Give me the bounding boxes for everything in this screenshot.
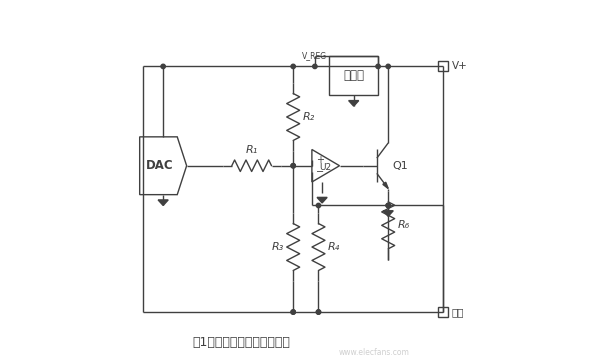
Text: −: − bbox=[316, 167, 324, 177]
Polygon shape bbox=[349, 100, 359, 106]
Bar bbox=[329, 56, 378, 95]
Circle shape bbox=[386, 203, 391, 207]
Circle shape bbox=[291, 310, 296, 314]
Text: R₆: R₆ bbox=[397, 220, 409, 230]
Text: www.elecfans.com: www.elecfans.com bbox=[339, 348, 410, 357]
Circle shape bbox=[291, 310, 296, 314]
Circle shape bbox=[161, 64, 165, 68]
Text: V+: V+ bbox=[452, 62, 467, 71]
Text: R₄: R₄ bbox=[327, 242, 340, 252]
Circle shape bbox=[291, 64, 296, 68]
Circle shape bbox=[313, 64, 317, 68]
Bar bbox=[438, 307, 448, 317]
Polygon shape bbox=[383, 182, 388, 189]
Circle shape bbox=[316, 310, 320, 314]
Circle shape bbox=[316, 310, 320, 314]
Polygon shape bbox=[383, 211, 394, 216]
Text: Q1: Q1 bbox=[392, 161, 408, 171]
Polygon shape bbox=[158, 200, 168, 206]
Circle shape bbox=[386, 64, 391, 68]
Text: +: + bbox=[316, 155, 324, 165]
Text: DAC: DAC bbox=[146, 159, 173, 172]
Text: U2: U2 bbox=[320, 163, 332, 172]
Circle shape bbox=[316, 203, 320, 207]
Circle shape bbox=[291, 163, 296, 168]
Text: 回路: 回路 bbox=[452, 307, 464, 317]
Text: R₂: R₂ bbox=[302, 112, 314, 122]
Circle shape bbox=[376, 64, 380, 68]
Circle shape bbox=[291, 163, 296, 168]
Text: 稳压器: 稳压器 bbox=[343, 69, 364, 82]
Text: V_REG: V_REG bbox=[302, 51, 327, 60]
Text: R₃: R₃ bbox=[272, 242, 284, 252]
Text: R₁: R₁ bbox=[245, 145, 258, 155]
Bar bbox=[438, 62, 448, 71]
Text: 图1：基本二线制控送器设计: 图1：基本二线制控送器设计 bbox=[192, 336, 290, 349]
Circle shape bbox=[386, 203, 391, 207]
Polygon shape bbox=[317, 197, 327, 203]
